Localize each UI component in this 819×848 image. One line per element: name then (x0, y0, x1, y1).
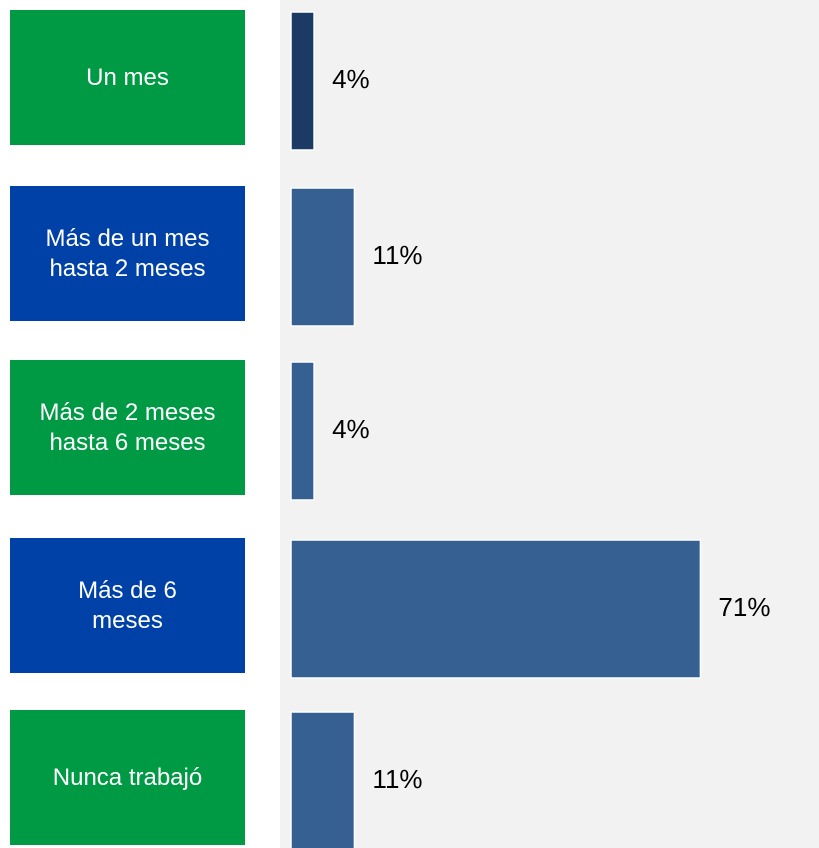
category-label: Nunca trabajó (52, 763, 203, 791)
bar (290, 187, 356, 327)
category-box: Un mes (10, 10, 245, 145)
category-box: Más de un mes hasta 2 meses (10, 186, 245, 321)
bar (290, 11, 315, 151)
category-label: Más de 6 meses (78, 576, 177, 634)
category-box: Más de 2 meses hasta 6 meses (10, 360, 245, 495)
category-box: Más de 6 meses (10, 538, 245, 673)
value-label: 11% (372, 240, 422, 270)
plot-background (280, 0, 819, 848)
value-label: 71% (718, 592, 770, 622)
value-label: 11% (372, 764, 422, 794)
bar (290, 711, 356, 848)
value-label: 4% (332, 414, 370, 444)
category-label: Más de un mes hasta 2 meses (45, 224, 210, 282)
bar (290, 539, 702, 679)
bar (290, 361, 315, 501)
category-label: Un mes (86, 63, 169, 91)
category-box: Nunca trabajó (10, 710, 245, 845)
value-label: 4% (332, 64, 370, 94)
category-label: Más de 2 meses hasta 6 meses (39, 398, 216, 456)
